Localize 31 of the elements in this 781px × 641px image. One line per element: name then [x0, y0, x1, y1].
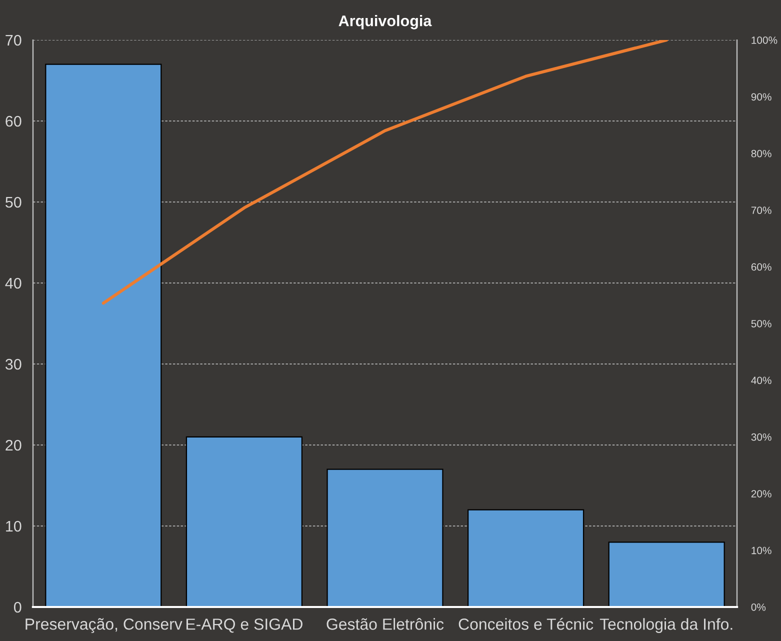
y2-tick-label: 60% [751, 263, 772, 271]
y-tick-label: 30 [5, 358, 22, 370]
x-tick-label: Tecnologia da Info. [600, 618, 732, 633]
bar [608, 542, 725, 607]
x-tick-label: Preservação, Conserv [26, 618, 182, 633]
y2-tick-label: 0% [751, 604, 766, 611]
bar [186, 436, 302, 607]
x-tick-label: Gestão Eletrônic [326, 618, 444, 630]
bar [326, 468, 444, 607]
bar [468, 509, 584, 607]
line-series [102, 40, 668, 305]
y2-tick-label: 20% [751, 490, 772, 498]
y-tick-label: 70 [6, 34, 22, 46]
x-tick-label: E-ARQ e SIGAD [186, 618, 302, 633]
y-tick-label: 0 [14, 602, 22, 613]
y-tick-label: 50 [6, 196, 22, 208]
y-tick-label: 20 [6, 440, 22, 451]
y2-tick-label: 80% [751, 150, 772, 158]
y2-tick-label: 70% [751, 206, 772, 214]
y-tick-label: 60 [6, 116, 22, 127]
x-tick-label: Conceitos e Técnic [458, 618, 594, 630]
bar [45, 64, 162, 607]
y2-tick-label: 50% [751, 320, 772, 328]
y2-tick-label: 40% [751, 376, 772, 384]
y2-tick-label: 10% [752, 546, 772, 554]
y-tick-label: 10 [6, 520, 22, 532]
chart-title: Arquivologia [338, 15, 432, 30]
y2-tick-label: 30% [751, 433, 772, 441]
y-tick-label: 40 [5, 278, 22, 289]
y2-tick-label: 100% [752, 36, 778, 44]
y2-tick-label: 90% [751, 93, 772, 101]
